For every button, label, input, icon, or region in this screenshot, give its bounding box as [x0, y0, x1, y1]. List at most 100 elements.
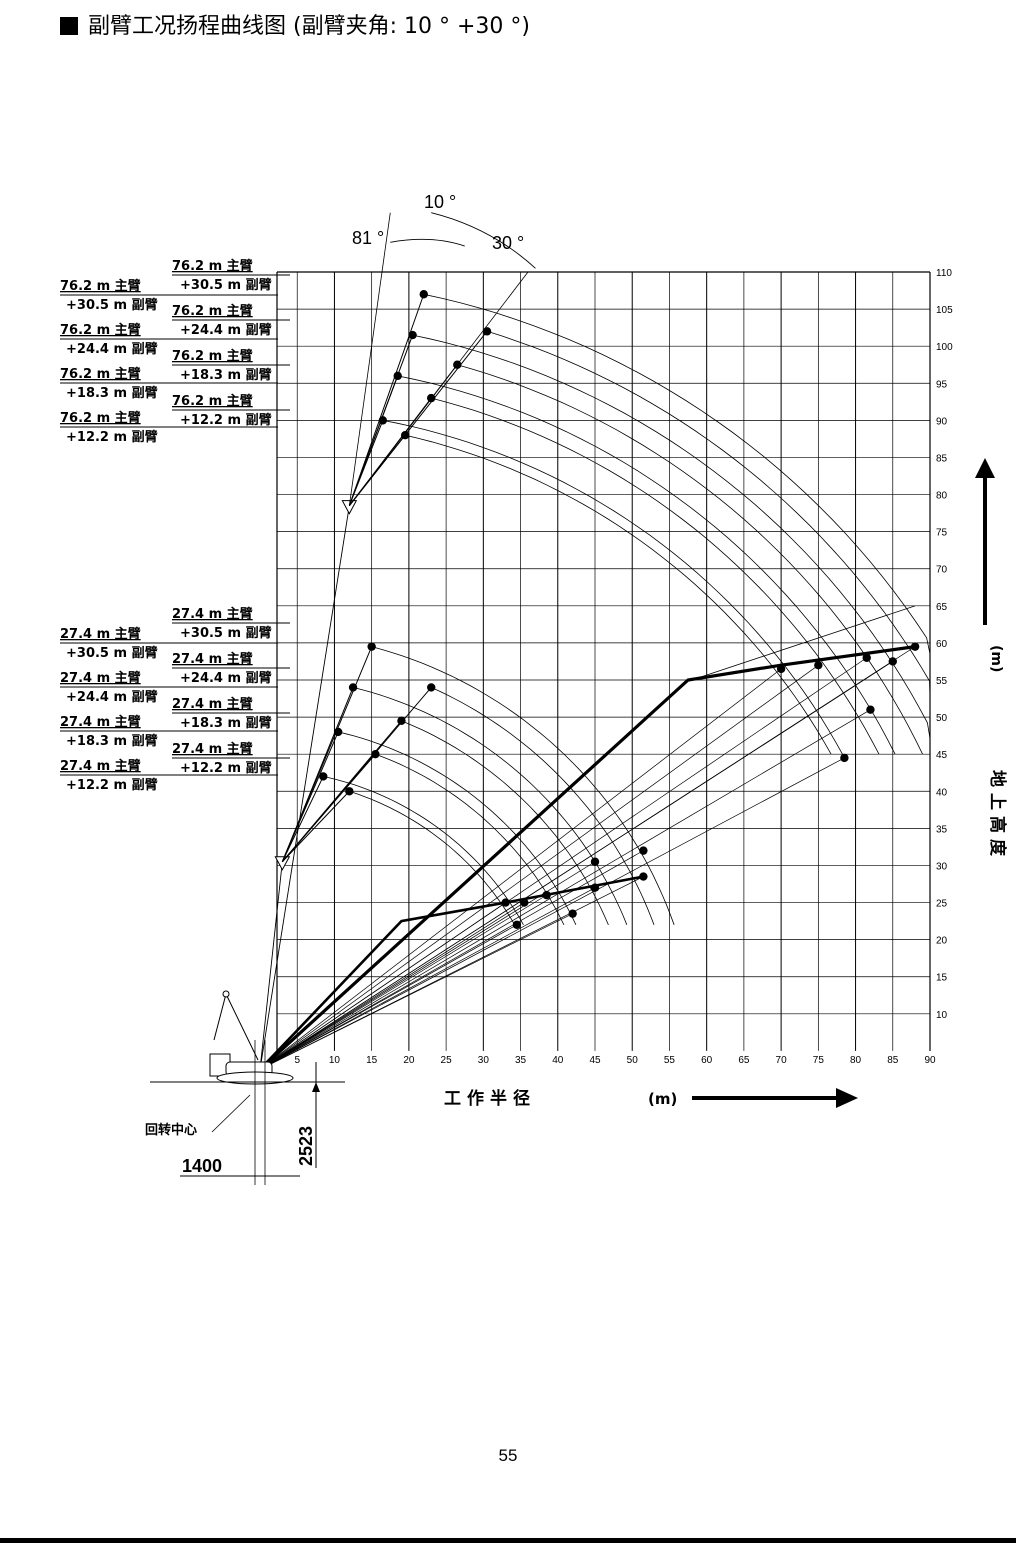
config-label-main: 27.4 m 主臂 — [172, 696, 253, 712]
x-tick-label: 15 — [366, 1055, 378, 1066]
range-arc-30deg — [486, 330, 931, 755]
config-label-main: 27.4 m 主臂 — [172, 606, 253, 622]
angle-ref-30 — [349, 271, 529, 506]
y-tick-label: 45 — [936, 750, 948, 761]
x-tick-label: 85 — [887, 1055, 899, 1066]
config-label-jib: +30.5 m 副臂 — [66, 645, 158, 661]
config-label-jib: +30.5 m 副臂 — [180, 277, 272, 293]
y-tick-label: 60 — [936, 639, 948, 650]
y-tick-label: 85 — [936, 453, 948, 464]
config-label-main: 27.4 m 主臂 — [172, 651, 253, 667]
range-arc-10deg — [412, 334, 931, 755]
angle-arc-10 — [390, 238, 465, 247]
y-tick-label: 15 — [936, 973, 948, 984]
upper-boundary-line — [691, 605, 916, 681]
range-arc-10deg — [338, 731, 577, 925]
page-number: 55 — [498, 1446, 518, 1465]
config-label-main: 76.2 m 主臂 — [60, 410, 141, 426]
radial-end-point — [590, 883, 600, 892]
radial-end-point — [542, 890, 551, 900]
y-tick-label: 75 — [936, 528, 948, 539]
range-arc-10deg — [371, 646, 675, 925]
config-label-main: 76.2 m 主臂 — [172, 303, 253, 319]
radial-line — [259, 902, 525, 1070]
range-arc-10deg — [353, 687, 628, 925]
radial-end-point — [910, 642, 920, 651]
radial-end-point — [776, 664, 786, 674]
y-tick-label: 100 — [936, 342, 953, 353]
jib-tip-point-10deg — [348, 683, 358, 692]
radial-line — [259, 850, 644, 1070]
radial-line — [259, 861, 596, 1070]
x-tick-label: 70 — [776, 1055, 788, 1066]
range-arc-30deg — [349, 790, 515, 925]
config-label-jib: +30.5 m 副臂 — [66, 297, 158, 313]
radial-end-point — [814, 660, 823, 670]
y-tick-label: 90 — [936, 416, 948, 427]
jib-line-10deg — [281, 776, 324, 862]
jib-tip-point-30deg — [345, 787, 354, 796]
x-tick-label: 45 — [589, 1055, 601, 1066]
x-tick-label: 65 — [738, 1055, 750, 1066]
jib-line-10deg — [281, 687, 354, 862]
x-arrow-head — [836, 1088, 858, 1108]
x-tick-label: 40 — [552, 1055, 564, 1066]
config-label-jib: +24.4 m 副臂 — [180, 670, 272, 686]
jib-tip-point-10deg — [367, 642, 376, 651]
config-label-jib: +12.2 m 副臂 — [180, 412, 272, 428]
jib-line-10deg — [348, 420, 384, 506]
dim-2523-arrow — [312, 1082, 320, 1092]
main-boom-line-76 — [259, 505, 350, 1070]
radial-end-point — [568, 909, 577, 918]
radial-line — [259, 668, 782, 1070]
main-boom-line-27 — [259, 861, 283, 1070]
bottom-rule — [0, 1538, 1016, 1543]
jib-tip-point-30deg — [482, 327, 492, 336]
range-arc-10deg — [397, 375, 896, 755]
radial-end-point — [862, 653, 871, 662]
y-tick-label: 110 — [936, 268, 952, 279]
config-label-jib: +18.3 m 副臂 — [180, 715, 272, 731]
x-tick-label: 25 — [441, 1055, 453, 1066]
range-arc-30deg — [405, 434, 832, 755]
main-envelope-line — [258, 645, 916, 1071]
x-tick-label: 75 — [813, 1055, 825, 1066]
x-tick-label: 55 — [664, 1055, 676, 1066]
radial-end-point — [639, 872, 648, 881]
y-tick-label: 40 — [936, 787, 948, 798]
config-label-main: 27.4 m 主臂 — [60, 626, 141, 642]
jib-line-30deg — [281, 753, 376, 863]
range-arc-10deg — [423, 293, 931, 755]
x-tick-label: 80 — [850, 1055, 862, 1066]
radial-end-point — [639, 846, 648, 855]
range-arc-30deg — [431, 397, 880, 755]
y-tick-label: 10 — [936, 1010, 948, 1021]
config-label-main: 27.4 m 主臂 — [60, 714, 141, 730]
radial-end-point — [866, 705, 875, 714]
jib-line-10deg — [281, 731, 339, 862]
jib-line-10deg — [348, 294, 425, 506]
jib-tip-point-30deg — [400, 431, 410, 440]
config-label-main: 27.4 m 主臂 — [172, 741, 253, 757]
x-tick-label: 5 — [294, 1055, 300, 1066]
jib-tip-point-10deg — [319, 772, 328, 781]
chart-axes: 81 ° 10 ° 30 ° 工作半径 (m) 地上高度 (m) — [348, 192, 1008, 1109]
config-label-jib: +18.3 m 副臂 — [66, 733, 158, 749]
jib-tip-point-10deg — [378, 416, 388, 425]
y-axis-unit: (m) — [988, 645, 1004, 672]
x-tick-label: 30 — [478, 1055, 490, 1066]
jib-line-30deg — [281, 790, 350, 863]
config-label-main: 27.4 m 主臂 — [60, 758, 141, 774]
x-tick-label: 60 — [701, 1055, 713, 1066]
radial-line — [259, 894, 547, 1070]
radial-end-point — [512, 920, 522, 929]
slewing-center-leader — [211, 1094, 251, 1133]
boom-tip-marker — [341, 500, 358, 515]
y-tick-label: 80 — [936, 491, 948, 502]
config-label-jib: +24.4 m 副臂 — [180, 322, 272, 338]
y-tick-label: 20 — [936, 936, 948, 947]
config-label-jib: +24.4 m 副臂 — [66, 341, 158, 357]
jib-tip-point-30deg — [427, 683, 436, 692]
dim-1400-label: 1400 — [182, 1156, 222, 1176]
range-arc-10deg — [323, 776, 524, 925]
